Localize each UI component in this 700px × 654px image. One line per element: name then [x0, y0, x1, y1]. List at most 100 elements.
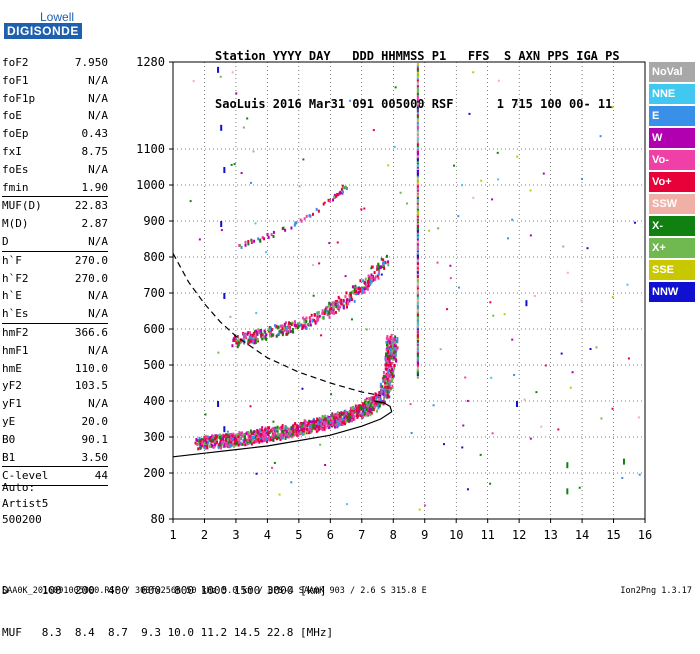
o-trace-echo [235, 435, 238, 439]
o-trace-echo [365, 406, 368, 410]
o-trace-echo [337, 417, 340, 421]
y-tick-label: 900 [143, 214, 165, 228]
second-hop-echo [341, 302, 344, 306]
noise-point [394, 86, 397, 89]
second-hop-echo [382, 258, 385, 262]
second-hop-echo [323, 312, 326, 316]
o-trace-echo [246, 442, 249, 446]
o-trace-echo [366, 412, 369, 416]
param-value: 7.950 [74, 56, 108, 69]
second-hop-echo [321, 316, 324, 320]
dashed-curve [172, 253, 381, 397]
second-hop-echo [253, 334, 256, 338]
param-value: N/A [88, 234, 108, 248]
o-trace-echo [278, 426, 281, 430]
o-trace-echo [379, 397, 382, 401]
o-trace-echo [355, 409, 358, 413]
o-trace-echo [390, 341, 393, 345]
o-trace-echo [369, 413, 372, 417]
second-hop-echo [328, 315, 331, 319]
x-tick-label: 15 [606, 528, 620, 542]
o-trace-echo [280, 428, 283, 432]
second-hop-echo [330, 310, 333, 314]
o-trace-echo [356, 415, 359, 419]
second-hop-echo [337, 295, 340, 299]
noise-point [492, 314, 495, 317]
noise-point [595, 346, 598, 349]
second-hop-echo [350, 298, 353, 302]
o-trace-echo [196, 442, 199, 446]
second-hop-echo [387, 260, 390, 264]
second-hop-echo [378, 266, 381, 270]
o-trace-echo [349, 412, 352, 416]
o-trace-echo [253, 435, 256, 439]
o-trace-echo [361, 412, 364, 416]
o-trace-echo [241, 432, 244, 436]
o-trace-echo [386, 343, 389, 347]
second-hop-echo [364, 287, 367, 291]
o-trace-echo [318, 425, 321, 429]
param-row-23: C-level 44 [2, 467, 108, 485]
vertical-echo [416, 74, 419, 78]
o-trace-echo [197, 447, 200, 451]
o-trace-echo [339, 415, 342, 419]
o-trace-echo [326, 423, 329, 427]
o-trace-echo [203, 441, 206, 445]
o-trace-echo [227, 444, 230, 448]
noise-point [472, 71, 475, 74]
y-tick-label: 600 [143, 322, 165, 336]
second-hop-echo [256, 332, 259, 336]
second-hop-echo [351, 285, 354, 289]
o-trace-echo [343, 413, 346, 417]
second-hop-echo [342, 305, 345, 309]
o-trace-echo [206, 443, 209, 447]
o-trace-echo [257, 435, 260, 439]
noise-point [457, 215, 460, 218]
o-trace-echo [198, 439, 201, 443]
o-trace-echo [387, 350, 390, 354]
second-hop-echo [328, 309, 331, 313]
o-trace-echo [388, 368, 391, 372]
o-trace-echo [199, 446, 202, 450]
noise-point [515, 401, 518, 407]
o-trace-echo [384, 385, 387, 389]
o-trace-echo [219, 435, 222, 439]
o-trace-echo [299, 431, 302, 435]
o-trace-echo [385, 353, 388, 357]
second-hop-echo [364, 281, 367, 285]
o-trace-echo [205, 441, 208, 445]
o-trace-echo [203, 443, 206, 447]
lowell-digisonde-logo: Lowell DIGISONDE [2, 6, 82, 46]
second-hop-echo [342, 298, 345, 302]
upper-echo [344, 185, 347, 189]
o-trace-echo [263, 431, 266, 435]
o-trace-echo [384, 356, 387, 360]
profile-curve [172, 400, 393, 458]
upper-echo [341, 184, 344, 188]
o-trace-echo [376, 409, 379, 413]
param-name: foF1p [2, 91, 36, 105]
second-hop-echo [383, 261, 386, 265]
vertical-echo [416, 149, 419, 153]
upper-echo [294, 221, 297, 225]
second-hop-echo [361, 291, 364, 295]
o-trace-echo [222, 437, 225, 441]
second-hop-echo [353, 290, 356, 294]
o-trace-echo [382, 379, 385, 383]
o-trace-echo [386, 354, 389, 358]
o-trace-echo [361, 415, 364, 419]
o-trace-echo [387, 344, 390, 348]
o-trace-echo [223, 434, 226, 438]
legend-nnw: NNW [649, 282, 695, 302]
o-trace-echo [340, 417, 343, 421]
vertical-echo [416, 136, 419, 140]
second-hop-echo [321, 312, 324, 316]
second-hop-echo [340, 302, 343, 306]
param-name: h`E [2, 289, 22, 303]
o-trace-echo [279, 438, 282, 442]
second-hop-echo [378, 269, 381, 273]
param-row-19: yF1 N/A [2, 395, 108, 413]
o-trace-echo [284, 429, 287, 433]
upper-echo [311, 212, 314, 216]
second-hop-echo [237, 342, 240, 346]
